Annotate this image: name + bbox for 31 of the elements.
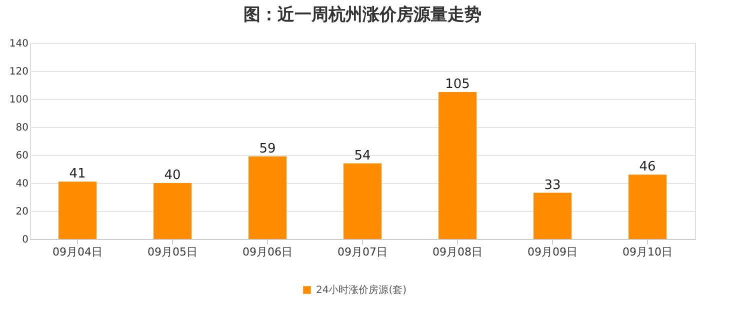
legend-label: 24小时涨价房源(套)	[316, 284, 407, 296]
data-label: 33	[544, 178, 561, 193]
y-tick-label: 20	[16, 206, 28, 218]
x-tick-label: 09月09日	[528, 246, 578, 258]
data-label: 46	[639, 160, 656, 175]
bar	[58, 182, 96, 239]
y-tick-label: 80	[16, 122, 28, 134]
data-label: 59	[259, 141, 276, 156]
x-tick-label: 09月08日	[432, 246, 482, 258]
bar	[438, 92, 476, 239]
data-label: 40	[164, 168, 181, 183]
y-tick-label: 140	[9, 38, 28, 50]
data-label: 105	[445, 77, 470, 92]
data-label: 41	[69, 166, 86, 182]
x-tick-label: 09月10日	[622, 246, 672, 258]
bar	[248, 156, 286, 239]
y-tick-label: 40	[16, 178, 28, 190]
data-label: 54	[354, 148, 371, 164]
x-tick-label: 09月06日	[242, 246, 292, 258]
x-tick-label: 09月05日	[148, 246, 198, 258]
bar	[154, 183, 192, 239]
chart-title: 图：近一周杭州涨价房源量走势	[244, 5, 482, 25]
x-tick-label: 09月04日	[52, 246, 102, 258]
bar	[628, 174, 666, 239]
x-tick-label: 09月07日	[338, 246, 388, 258]
y-tick-label: 120	[9, 66, 28, 78]
y-tick-label: 100	[9, 94, 28, 106]
bar	[344, 163, 382, 239]
y-tick-label: 60	[16, 150, 28, 162]
y-tick-label: 0	[22, 234, 28, 246]
bar	[534, 192, 572, 239]
